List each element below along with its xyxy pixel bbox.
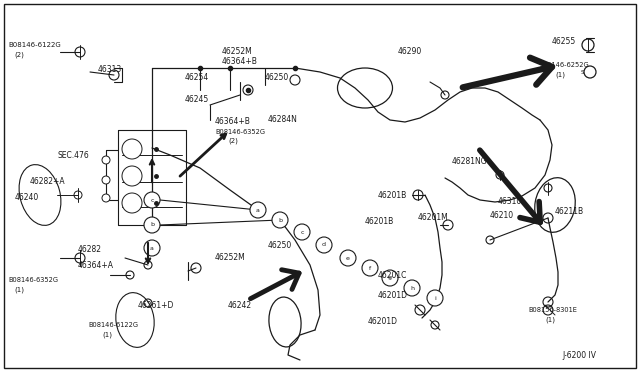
Circle shape xyxy=(102,156,110,164)
Text: (1): (1) xyxy=(102,332,112,338)
Text: 46252M: 46252M xyxy=(215,253,246,263)
Text: 46201C: 46201C xyxy=(378,270,408,279)
Text: h: h xyxy=(410,285,414,291)
Text: 46290: 46290 xyxy=(398,48,422,57)
Text: c: c xyxy=(150,198,154,202)
Text: 46310: 46310 xyxy=(498,198,522,206)
Text: B08146-6122G: B08146-6122G xyxy=(88,322,138,328)
Text: 46252M: 46252M xyxy=(222,48,253,57)
Text: (2): (2) xyxy=(14,52,24,58)
Text: a: a xyxy=(150,246,154,250)
Text: 46201D: 46201D xyxy=(378,291,408,299)
Text: f: f xyxy=(369,266,371,270)
Text: J-6200 IV: J-6200 IV xyxy=(562,350,596,359)
Text: S09146-6252G: S09146-6252G xyxy=(540,62,589,68)
Circle shape xyxy=(272,212,288,228)
Text: 46211B: 46211B xyxy=(555,208,584,217)
Circle shape xyxy=(340,250,356,266)
Text: 46250: 46250 xyxy=(265,74,289,83)
Text: c: c xyxy=(300,230,304,234)
Text: 46284N: 46284N xyxy=(268,115,298,125)
Text: 46282: 46282 xyxy=(78,246,102,254)
Circle shape xyxy=(243,85,253,95)
Circle shape xyxy=(294,224,310,240)
Text: 46281NG: 46281NG xyxy=(452,157,488,167)
Text: B08146-6122G: B08146-6122G xyxy=(8,42,61,48)
Text: 46282+A: 46282+A xyxy=(30,177,66,186)
Text: 46364+A: 46364+A xyxy=(78,260,114,269)
Text: 46210: 46210 xyxy=(490,211,514,219)
Text: 46201M: 46201M xyxy=(418,214,449,222)
Text: i: i xyxy=(434,295,436,301)
Text: 46245: 46245 xyxy=(185,96,209,105)
Circle shape xyxy=(144,240,160,256)
Text: 46255: 46255 xyxy=(552,38,576,46)
Text: 46240: 46240 xyxy=(15,193,39,202)
Circle shape xyxy=(122,139,142,159)
Text: SEC.476: SEC.476 xyxy=(58,151,90,160)
Text: (1): (1) xyxy=(14,287,24,293)
Text: a: a xyxy=(256,208,260,212)
Circle shape xyxy=(427,290,443,306)
Circle shape xyxy=(362,260,378,276)
Circle shape xyxy=(290,75,300,85)
Text: 46201D: 46201D xyxy=(368,317,398,327)
Text: d: d xyxy=(322,243,326,247)
Circle shape xyxy=(122,193,142,213)
Circle shape xyxy=(382,270,398,286)
Text: e: e xyxy=(346,256,350,260)
Text: B08156-8301E: B08156-8301E xyxy=(528,307,577,313)
Circle shape xyxy=(316,237,332,253)
Text: B08146-6352G: B08146-6352G xyxy=(215,129,265,135)
Circle shape xyxy=(404,280,420,296)
Text: (2): (2) xyxy=(228,138,238,144)
Text: b: b xyxy=(278,218,282,222)
Text: 46201B: 46201B xyxy=(378,190,407,199)
Text: (1): (1) xyxy=(555,72,565,78)
Text: 46254: 46254 xyxy=(185,74,209,83)
Text: b: b xyxy=(150,222,154,228)
Text: 46364+B: 46364+B xyxy=(222,58,258,67)
Circle shape xyxy=(144,192,160,208)
Circle shape xyxy=(122,166,142,186)
Text: (1): (1) xyxy=(545,317,555,323)
Circle shape xyxy=(250,202,266,218)
Text: B08146-6352G: B08146-6352G xyxy=(8,277,58,283)
Text: 46313: 46313 xyxy=(98,65,122,74)
Circle shape xyxy=(102,194,110,202)
Text: 46250: 46250 xyxy=(268,241,292,250)
Circle shape xyxy=(144,217,160,233)
Text: 46201B: 46201B xyxy=(365,218,394,227)
Text: 46242: 46242 xyxy=(228,301,252,310)
Text: S: S xyxy=(580,70,584,74)
Text: 46261+D: 46261+D xyxy=(138,301,174,310)
Circle shape xyxy=(102,176,110,184)
Text: g: g xyxy=(388,276,392,280)
Text: 46364+B: 46364+B xyxy=(215,118,251,126)
